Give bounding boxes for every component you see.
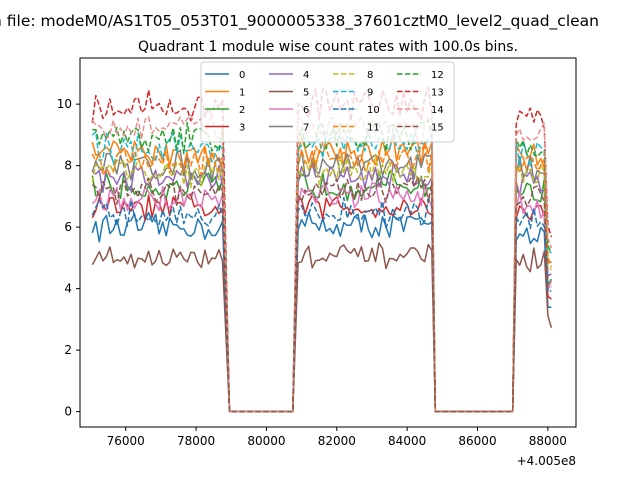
series-line-7 (91, 149, 552, 413)
legend-label-5: 5 (303, 88, 309, 99)
plot-frame (79, 57, 577, 428)
legend-label-6: 6 (303, 105, 309, 116)
y-tick-label: 0 (64, 405, 72, 419)
x-tick-label: 88000 (529, 434, 567, 448)
legend-label-3: 3 (239, 123, 245, 134)
legend-label-12: 12 (431, 70, 444, 81)
y-tick-label: 8 (64, 159, 72, 173)
x-tick-label: 82000 (318, 434, 356, 448)
series-line-9 (91, 128, 552, 413)
legend-label-4: 4 (303, 70, 309, 81)
y-tick-label: 4 (64, 282, 72, 296)
y-tick-label: 2 (64, 343, 72, 357)
x-tick-label: 76000 (107, 434, 145, 448)
chart-title: Quadrant 1 module wise count rates with … (138, 39, 518, 55)
legend-label-11: 11 (367, 123, 380, 134)
legend-label-9: 9 (367, 88, 373, 99)
series-line-5 (91, 242, 553, 413)
legend-label-0: 0 (239, 70, 245, 81)
x-tick-label: 84000 (388, 434, 426, 448)
series-line-0 (91, 211, 552, 413)
x-axis: 76000 78000 80000 82000 84000 86000 88000 (107, 427, 567, 448)
series-line-6 (91, 181, 553, 413)
chart-suptitle: n file: modeM0/AS1T05_053T01_9000005338_… (0, 12, 599, 31)
legend-label-1: 1 (239, 88, 245, 99)
legend-label-2: 2 (239, 105, 245, 116)
y-axis: 0 2 4 6 8 10 (57, 97, 80, 419)
legend-label-14: 14 (431, 105, 444, 116)
legend-box (200, 61, 455, 143)
x-tick-label: 78000 (177, 434, 215, 448)
legend-label-10: 10 (367, 105, 380, 116)
x-tick-label: 86000 (458, 434, 496, 448)
legend-label-13: 13 (431, 88, 444, 99)
legend-label-8: 8 (367, 70, 373, 81)
x-offset-label: +4.005e8 (517, 454, 576, 468)
legend-label-7: 7 (303, 123, 309, 134)
series-line-10 (91, 196, 552, 413)
series-line-11 (91, 141, 553, 413)
legend-label-15: 15 (431, 123, 444, 134)
y-tick-label: 10 (57, 97, 72, 111)
series-line-8 (91, 153, 552, 413)
x-tick-label: 80000 (247, 434, 285, 448)
series-line-15 (91, 176, 552, 413)
y-tick-label: 6 (64, 220, 72, 234)
